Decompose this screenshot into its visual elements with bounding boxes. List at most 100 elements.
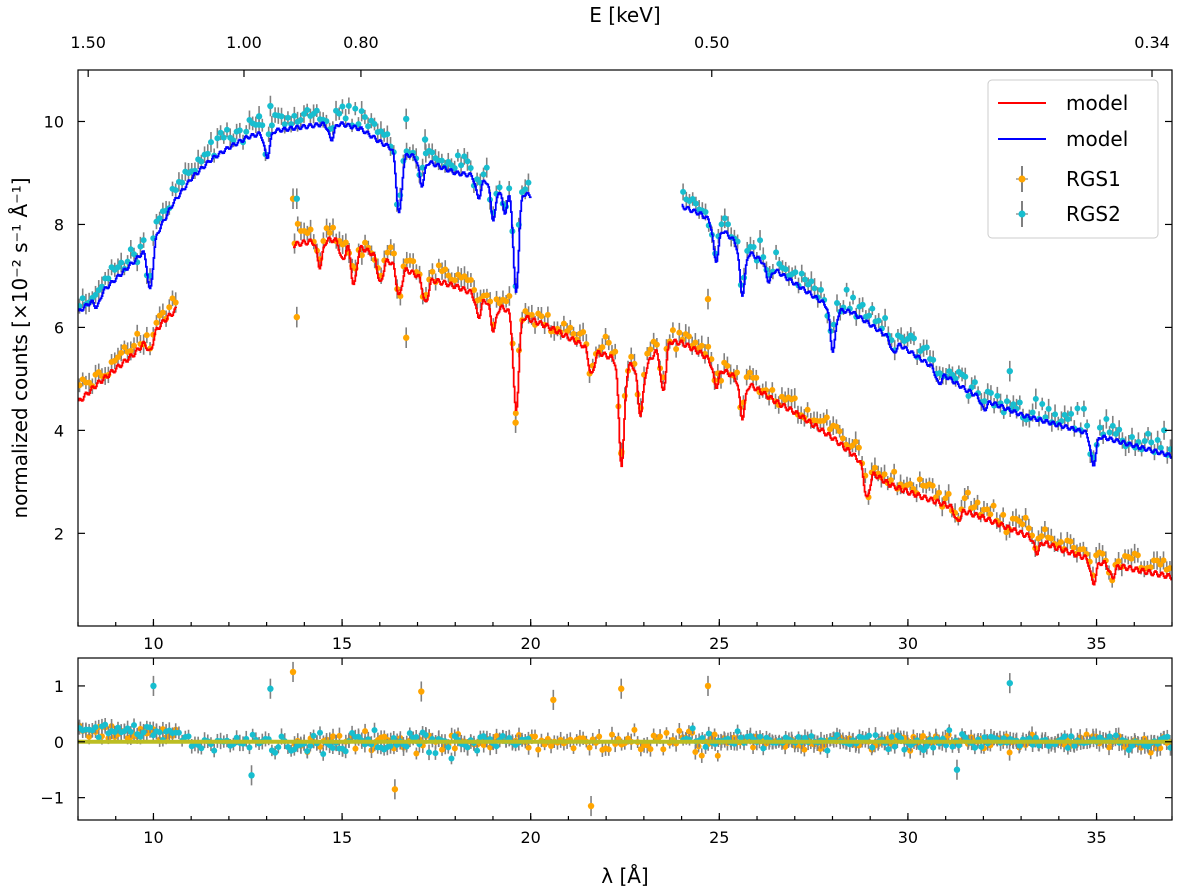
point-rgs1 xyxy=(743,374,750,381)
point-rgs2 xyxy=(792,269,799,276)
point-rgs1 xyxy=(172,299,179,306)
point-rgs2 xyxy=(278,113,285,120)
y-tick-label-main: 2 xyxy=(54,524,64,543)
point-rgs1 xyxy=(929,482,936,489)
residual-point-rgs2 xyxy=(406,730,413,737)
point-rgs1 xyxy=(1000,511,1007,518)
point-rgs1-outlier xyxy=(512,419,519,426)
point-rgs2 xyxy=(968,384,975,391)
legend-box xyxy=(987,79,1159,239)
residual-point-rgs2 xyxy=(320,751,327,758)
residual-point-rgs2-outlier xyxy=(150,682,157,690)
point-rgs1 xyxy=(1070,544,1077,551)
point-rgs2 xyxy=(429,149,436,156)
residual-point-rgs2 xyxy=(757,733,764,740)
point-rgs1 xyxy=(528,311,535,318)
point-rgs2 xyxy=(265,131,272,138)
residual-point-rgs2 xyxy=(1125,746,1132,753)
point-rgs2 xyxy=(114,264,121,271)
legend: model model RGS1 RGS2 xyxy=(987,79,1159,239)
top-tick-label: 0.50 xyxy=(694,33,730,52)
legend-label-rgs1: RGS1 xyxy=(1066,167,1121,191)
residual-point-rgs2 xyxy=(734,728,741,735)
point-rgs1 xyxy=(544,311,551,318)
point-rgs2 xyxy=(718,221,725,228)
point-rgs2 xyxy=(1106,429,1113,436)
point-rgs1 xyxy=(987,511,994,518)
point-rgs1 xyxy=(605,339,612,346)
point-rgs1 xyxy=(628,353,635,360)
point-rgs1 xyxy=(1157,561,1164,568)
point-rgs2 xyxy=(105,275,112,282)
point-rgs2 xyxy=(811,285,818,292)
point-rgs1 xyxy=(692,339,699,346)
residual-point-rgs2 xyxy=(1036,742,1043,749)
point-rgs1 xyxy=(644,350,651,357)
top-tick-label: 1.00 xyxy=(226,33,262,52)
point-rgs2 xyxy=(118,259,125,266)
residual-point-rgs1 xyxy=(657,733,664,740)
point-rgs2 xyxy=(1157,444,1164,451)
residual-point-rgs2 xyxy=(1164,733,1171,740)
point-rgs1 xyxy=(442,266,449,273)
residual-point-rgs2 xyxy=(824,747,831,754)
residual-point-rgs2 xyxy=(198,745,205,752)
residual-point-rgs2 xyxy=(888,733,895,740)
x-axis-title: λ [Å] xyxy=(601,864,648,888)
residual-point-rgs1 xyxy=(596,733,603,740)
point-rgs2 xyxy=(888,337,895,344)
point-rgs1 xyxy=(134,330,141,337)
point-rgs1 xyxy=(669,327,676,334)
point-rgs1 xyxy=(1038,533,1045,540)
residual-point-rgs2 xyxy=(464,744,471,751)
point-rgs1 xyxy=(326,229,333,236)
point-rgs2 xyxy=(284,114,291,121)
point-rgs2 xyxy=(259,122,266,129)
point-rgs2 xyxy=(882,314,889,321)
point-rgs2 xyxy=(454,152,461,159)
point-rgs2 xyxy=(773,249,780,256)
legend-label-red-model: model xyxy=(1066,91,1128,115)
point-rgs2 xyxy=(522,186,529,193)
x-tick-label-res: 35 xyxy=(1086,828,1106,847)
point-rgs1 xyxy=(471,287,478,294)
point-rgs2-outlier xyxy=(267,102,274,110)
residual-point-rgs2 xyxy=(702,743,709,750)
y-axis-title: normalized counts [×10⁻² s⁻¹ Å⁻¹] xyxy=(8,177,32,518)
residual-point-rgs2 xyxy=(310,732,317,739)
point-rgs2-outlier xyxy=(255,113,263,120)
point-rgs1 xyxy=(1147,564,1154,571)
residual-point-rgs2 xyxy=(1064,744,1071,751)
point-rgs2 xyxy=(965,393,972,400)
residual-point-rgs2 xyxy=(1129,742,1136,749)
residual-point-rgs2 xyxy=(211,747,218,754)
point-rgs1 xyxy=(78,382,83,389)
point-rgs1 xyxy=(871,464,878,471)
point-rgs2 xyxy=(1116,426,1123,433)
point-rgs1 xyxy=(942,495,949,502)
point-rgs2 xyxy=(843,286,850,293)
point-rgs2 xyxy=(1074,405,1081,412)
point-rgs2 xyxy=(830,321,837,328)
point-rgs2 xyxy=(1161,427,1168,434)
point-rgs2 xyxy=(365,123,372,130)
residual-point-rgs2 xyxy=(1016,742,1023,749)
point-rgs1 xyxy=(169,295,176,302)
residual-panel-data xyxy=(78,661,1172,817)
point-rgs2 xyxy=(384,131,391,138)
point-rgs2 xyxy=(140,237,147,244)
point-rgs1 xyxy=(294,220,301,227)
residual-point-rgs2 xyxy=(1112,732,1119,739)
point-rgs2 xyxy=(680,188,687,195)
point-rgs2 xyxy=(869,305,876,312)
point-rgs2 xyxy=(910,335,917,342)
residual-point-rgs2 xyxy=(946,727,953,734)
point-rgs2 xyxy=(1154,436,1161,443)
point-rgs2 xyxy=(291,112,298,119)
residual-point-rgs2 xyxy=(329,744,336,751)
residual-point-rgs2 xyxy=(114,724,121,731)
point-rgs1-outlier xyxy=(293,313,300,321)
residual-point-rgs2 xyxy=(872,732,879,739)
residual-point-rgs1 xyxy=(525,744,532,751)
